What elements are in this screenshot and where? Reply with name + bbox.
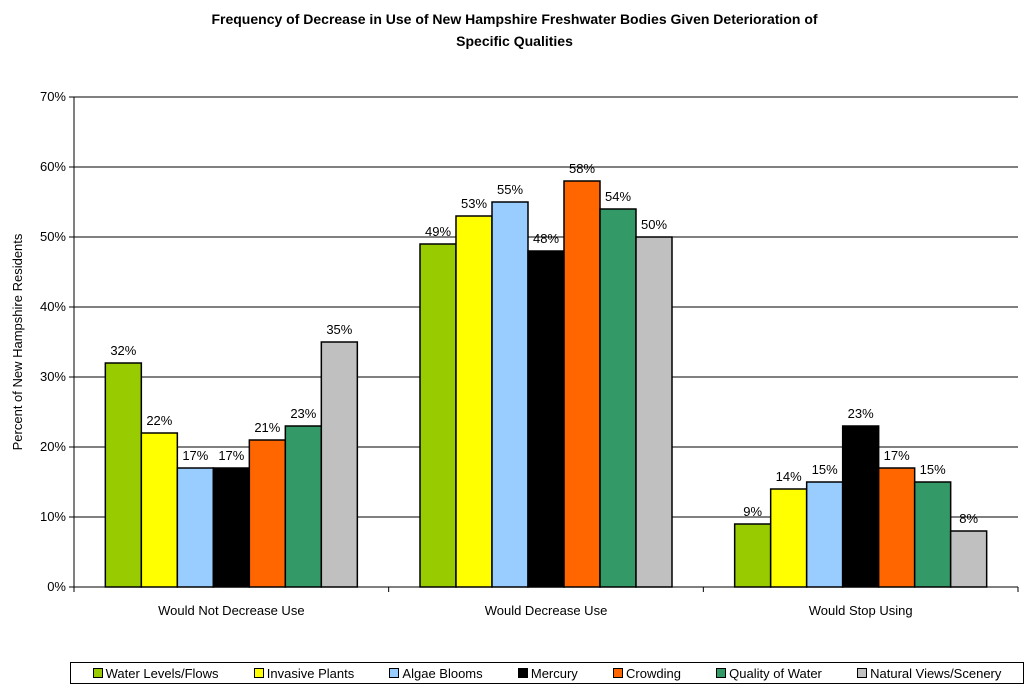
legend-label: Algae Blooms (402, 665, 483, 681)
y-tick-label: 20% (40, 439, 66, 454)
legend-item: Quality of Water (716, 666, 822, 681)
bar (419, 243, 457, 588)
bar (104, 362, 143, 588)
y-tick-label: 60% (40, 159, 66, 174)
y-tick-label: 40% (40, 299, 66, 314)
legend-item: Natural Views/Scenery (857, 666, 1001, 681)
bar (949, 530, 988, 588)
y-tick-label: 10% (40, 509, 66, 524)
bar (769, 488, 808, 588)
bar (733, 523, 772, 588)
bar (599, 208, 637, 588)
data-label: 53% (461, 196, 487, 211)
legend-item: Algae Blooms (389, 665, 483, 681)
data-label: 14% (776, 469, 802, 484)
data-label: 17% (884, 448, 910, 463)
data-label: 50% (641, 217, 667, 232)
legend-swatch (389, 668, 400, 678)
data-label: 15% (812, 462, 838, 477)
data-label: 17% (182, 448, 208, 463)
x-tick-label: Would Stop Using (809, 603, 913, 618)
data-label: 48% (533, 231, 559, 246)
y-tick-label: 50% (40, 229, 66, 244)
legend-item: Crowding (613, 666, 681, 681)
data-label: 32% (110, 343, 136, 358)
chart-title: Frequency of Decrease in Use of New Hamp… (0, 8, 1029, 52)
bar (491, 201, 529, 588)
bar (877, 467, 916, 588)
bar-chart: 0% 10% 20% 30% 40% 50% 60% 70% Percent of New Ha… (10, 89, 1019, 618)
data-label: 58% (569, 161, 595, 176)
data-label: 22% (146, 413, 172, 428)
bar (563, 180, 601, 588)
legend-label: Quality of Water (729, 665, 822, 681)
y-tick-label: 0% (47, 579, 66, 594)
data-label: 23% (848, 406, 874, 421)
x-tick-label: Would Decrease Use (485, 603, 608, 618)
bar (913, 481, 952, 588)
data-label: 8% (959, 511, 978, 526)
y-axis-label: Percent of New Hampshire Residents (10, 233, 25, 450)
data-label: 23% (290, 406, 316, 421)
legend-swatch (517, 668, 528, 678)
legend-swatch (716, 668, 727, 678)
bar (140, 432, 179, 588)
data-label: 21% (254, 420, 280, 435)
data-label: 15% (920, 462, 946, 477)
bar (176, 467, 215, 588)
legend-item: Mercury (517, 665, 578, 681)
legend-label: Water Levels/Flows (105, 665, 219, 681)
y-tick-label: 70% (40, 89, 66, 104)
chart-title-line-1: Frequency of Decrease in Use of New Hamp… (211, 11, 818, 27)
bar (248, 439, 287, 588)
y-tick-label: 30% (40, 369, 66, 384)
chart-legend: Water Levels/Flows Invasive Plants Algae B… (70, 662, 1024, 684)
bar (527, 250, 565, 588)
legend-swatch (253, 668, 264, 678)
data-label: 9% (743, 504, 762, 519)
bar (320, 341, 359, 588)
legend-swatch (92, 668, 103, 678)
legend-label: Natural Views/Scenery (870, 665, 1002, 681)
bar (841, 425, 880, 588)
data-label: 54% (605, 189, 631, 204)
legend-swatch (857, 668, 868, 678)
legend-label: Crowding (626, 665, 681, 681)
bar (805, 481, 844, 588)
data-label: 49% (425, 224, 451, 239)
legend-label: Mercury (530, 665, 578, 681)
bar (212, 467, 251, 588)
bar (284, 425, 323, 588)
legend-item: Water Levels/Flows (92, 665, 219, 681)
bar (455, 215, 493, 588)
x-tick-label: Would Not Decrease Use (158, 603, 304, 618)
data-label: 17% (218, 448, 244, 463)
data-label: 35% (326, 322, 352, 337)
chart-title-line-2: Specific Qualities (456, 33, 573, 49)
data-label: 55% (497, 182, 523, 197)
bar (635, 236, 673, 588)
legend-label: Invasive Plants (266, 665, 355, 681)
legend-swatch (613, 668, 624, 678)
legend-item: Invasive Plants (253, 665, 355, 681)
